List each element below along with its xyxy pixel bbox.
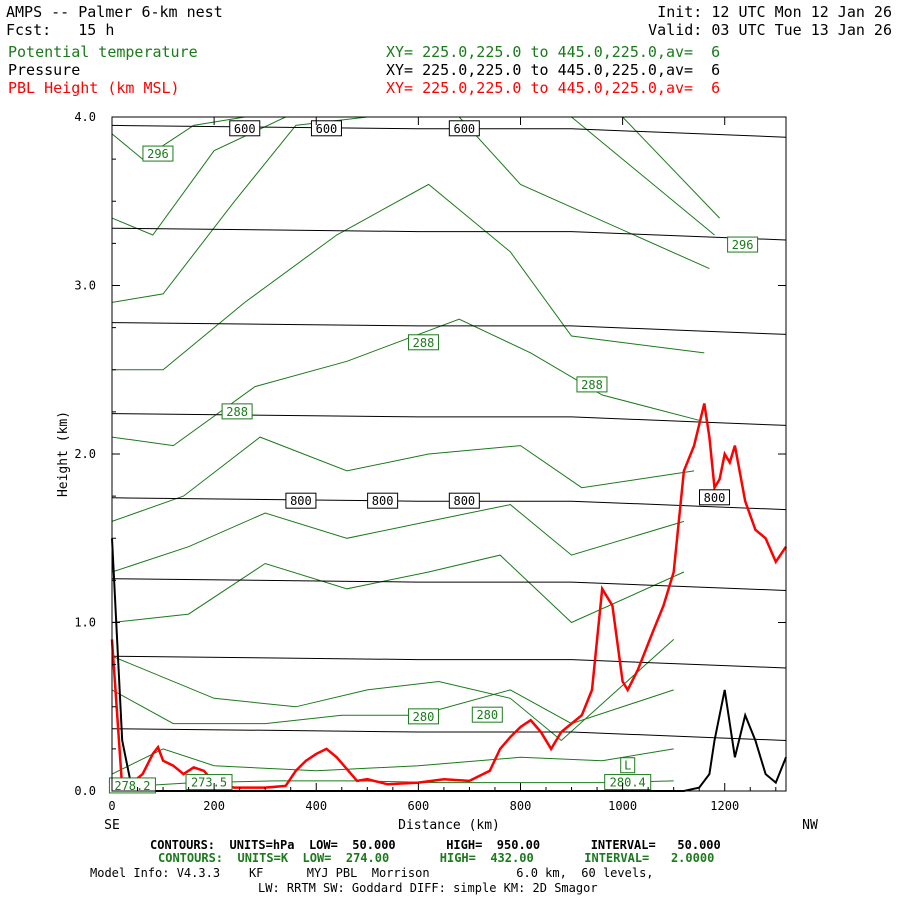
contour-label-box xyxy=(108,777,156,794)
contour-label: 600 xyxy=(453,122,475,136)
pressure-contour-750 xyxy=(111,413,787,426)
pressure-field-label: Pressure xyxy=(8,61,81,79)
y-tick-label: 4.0 xyxy=(74,110,96,124)
theta-contour-288 xyxy=(111,318,700,447)
contour-label-box xyxy=(367,492,399,509)
forecast-hour: Fcst: 15 h xyxy=(6,21,115,39)
pressure-contours xyxy=(111,124,787,741)
contour-label: 800 xyxy=(453,494,475,508)
contour-label: 280.4 xyxy=(610,776,646,790)
x-tick-label: 1000 xyxy=(608,799,637,813)
contour-label-box xyxy=(699,489,731,506)
x-tick-label: 1200 xyxy=(710,799,739,813)
theta-contour-276 xyxy=(111,748,674,775)
y-tick-label: 3.0 xyxy=(74,279,96,293)
pressure-contour-info: CONTOURS: UNITS=hPa LOW= 50.000 HIGH= 95… xyxy=(150,838,721,852)
contour-label-box xyxy=(185,774,233,791)
pressure-contour-850 xyxy=(111,578,787,591)
theta-contour-282 xyxy=(111,554,685,624)
y-tick-label: 0.0 xyxy=(74,784,96,798)
theta-contour-294 xyxy=(111,116,715,236)
contour-label: 800 xyxy=(704,491,726,505)
contour-labels: 600 600 600 800 800 800 800 296 296 288 288 288 280 2… xyxy=(108,120,759,794)
chart-title: AMPS -- Palmer 6-km nest xyxy=(6,3,223,21)
contour-label-box xyxy=(407,334,439,351)
x-tick-label: 0 xyxy=(108,799,115,813)
pressure-field-xy: XY= 225.0,225.0 to 445.0,225.0,av= 6 xyxy=(386,61,721,79)
contour-label: 800 xyxy=(290,494,312,508)
pbl-height-line xyxy=(110,403,788,790)
contour-label: 278.2 xyxy=(114,779,150,793)
left-end-label: SE xyxy=(104,818,120,833)
model-info-physics: LW: RRTM SW: Goddard DIFF: simple KM: 2D… xyxy=(258,881,598,895)
y-tick-label: 1.0 xyxy=(74,616,96,630)
terrain-path xyxy=(111,538,787,792)
valid-time: Valid: 03 UTC Tue 13 Jan 26 xyxy=(648,21,892,39)
right-end-label: NW xyxy=(802,818,818,833)
pressure-contour-950 xyxy=(111,728,787,741)
contour-label: 280 xyxy=(476,708,498,722)
contour-label-box xyxy=(221,403,253,420)
pressure-contour-650 xyxy=(111,227,787,241)
contour-label: 288 xyxy=(226,405,248,419)
theta-field-xy: XY= 225.0,225.0 to 445.0,225.0,av= 6 xyxy=(386,43,721,61)
theta-contour-278 xyxy=(111,689,674,725)
contour-label-box xyxy=(285,492,317,509)
pbl-field-xy: XY= 225.0,225.0 to 445.0,225.0,av= 6 xyxy=(386,79,721,97)
x-axis-title: Distance (km) xyxy=(398,818,500,833)
x-tick-label: 600 xyxy=(408,799,430,813)
contour-label: L xyxy=(624,759,631,773)
theta-contour-292 xyxy=(111,116,710,303)
contour-label-box xyxy=(576,376,608,393)
pressure-contour-700 xyxy=(111,322,787,335)
contour-label-box xyxy=(229,120,261,137)
contour-label-box xyxy=(448,492,480,509)
pbl-height-path xyxy=(110,403,788,790)
contour-label: 288 xyxy=(413,336,435,350)
theta-field-label: Potential temperature xyxy=(8,43,198,61)
y-axis-title: Height (km) xyxy=(56,411,71,497)
contour-label-box xyxy=(727,236,759,253)
model-info: Model Info: V4.3.3 KF MYJ PBL Morrison 6… xyxy=(90,866,654,880)
theta-contour-284 xyxy=(111,504,685,573)
terrain-line xyxy=(111,538,787,792)
contour-label: 273.5 xyxy=(191,776,227,790)
theta-contour-296 xyxy=(111,116,720,219)
plot-frame xyxy=(111,116,787,792)
x-tick-label: 200 xyxy=(203,799,225,813)
contour-label-box xyxy=(604,774,652,791)
contour-label: 800 xyxy=(372,494,394,508)
init-time: Init: 12 UTC Mon 12 Jan 26 xyxy=(657,3,892,21)
pbl-field-label: PBL Height (km MSL) xyxy=(8,79,180,97)
contour-label: 280 xyxy=(413,710,435,724)
contour-label: 296 xyxy=(732,238,754,252)
contour-label: 288 xyxy=(581,378,603,392)
contour-label-box xyxy=(407,708,439,725)
pressure-contour-800 xyxy=(111,497,787,511)
contour-label-box xyxy=(471,706,503,723)
contour-label-box xyxy=(142,145,174,162)
contour-label-box xyxy=(310,120,342,137)
x-tick-label: 800 xyxy=(510,799,532,813)
pressure-contour-900 xyxy=(111,655,787,669)
contour-label: 296 xyxy=(147,147,169,161)
axes: 0 200 400 600 800 1000 1200 0.0 1.0 2.0 3.0 4.0 xyxy=(74,110,786,813)
theta-contour-290 xyxy=(112,183,705,371)
contour-label: 600 xyxy=(234,122,256,136)
theta-contour-info: CONTOURS: UNITS=K LOW= 274.00 HIGH= 432.… xyxy=(158,851,715,865)
contour-label: 600 xyxy=(316,122,338,136)
theta-contour-286 xyxy=(111,436,695,522)
contour-label-box xyxy=(448,120,480,137)
contour-label-box xyxy=(620,757,636,774)
theta-contour-280 xyxy=(111,639,675,742)
y-tick-label: 2.0 xyxy=(74,447,96,461)
x-tick-label: 400 xyxy=(305,799,327,813)
